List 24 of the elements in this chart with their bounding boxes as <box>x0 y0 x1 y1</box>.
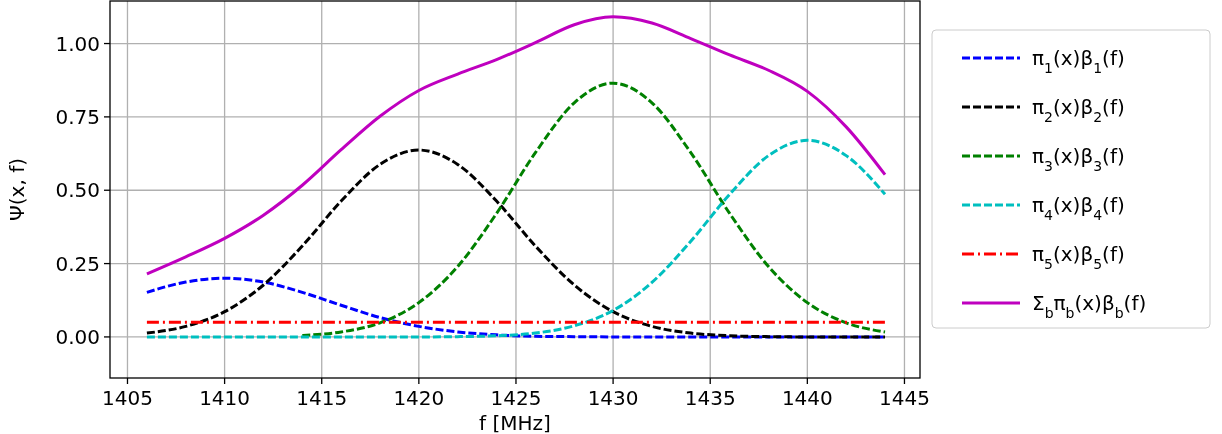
x-tick-label: 1405 <box>102 386 153 410</box>
y-tick-label: 1.00 <box>55 31 100 56</box>
x-tick-label: 1435 <box>684 386 736 410</box>
y-tick-label: 0.75 <box>55 104 100 129</box>
line-series <box>145 15 887 276</box>
legend-label: π$_{3}$(x)β$_{3}$(f) <box>1032 144 1125 174</box>
legend-label: π$_{2}$(x)β$_{2}$(f) <box>1032 95 1125 125</box>
y-axis-title: Ψ(x, f) <box>5 158 29 221</box>
legend-label: π$_{5}$(x)β$_{5}$(f) <box>1032 242 1125 272</box>
y-tick-label: 0.50 <box>55 178 100 203</box>
y-tick-label: 0.00 <box>55 324 100 349</box>
x-tick-label: 1445 <box>879 386 930 410</box>
legend-label: π$_{1}$(x)β$_{1}$(f) <box>1032 46 1125 76</box>
x-tick-label: 1440 <box>781 386 833 410</box>
x-axis-title: f [MHz] <box>479 411 551 434</box>
x-tick-label: 1420 <box>393 386 445 410</box>
line-series <box>300 81 887 337</box>
x-tick-label: 1410 <box>199 386 251 410</box>
x-tick-label: 1415 <box>296 386 348 410</box>
legend-label: π$_{4}$(x)β$_{4}$(f) <box>1032 193 1125 223</box>
y-tick-label: 0.25 <box>55 251 100 276</box>
legend-label: Σ$_{b}$π$_{b}$(x)β$_{b}$(f) <box>1032 291 1147 321</box>
x-tick-label: 1425 <box>490 386 542 410</box>
x-tick-label: 1430 <box>587 386 639 410</box>
